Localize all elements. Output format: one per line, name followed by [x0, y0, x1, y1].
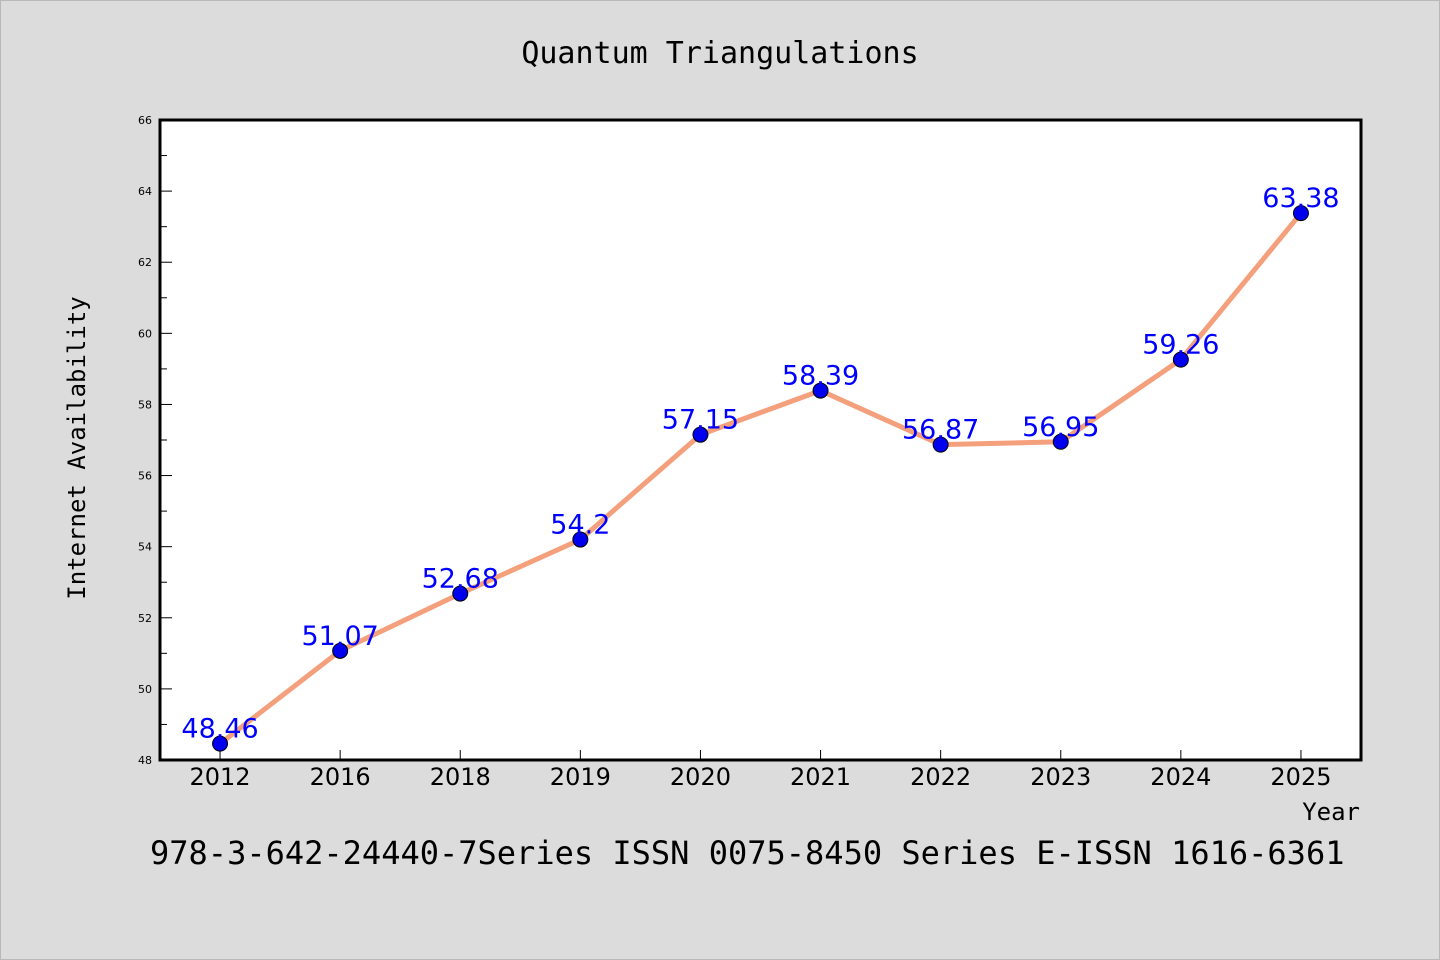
data-label: 58.39	[782, 361, 859, 392]
data-point	[1292, 205, 1309, 222]
data-point	[332, 642, 349, 659]
y-tick-label: 56	[138, 470, 152, 483]
data-point	[812, 382, 829, 399]
data-label: 51.07	[302, 621, 379, 652]
data-point	[932, 436, 949, 453]
y-tick-label: 52	[138, 612, 152, 625]
chart-title: Quantum Triangulations	[521, 36, 918, 71]
data-label: 48.46	[181, 714, 258, 745]
data-label: 52.68	[422, 564, 499, 595]
data-point	[1172, 351, 1189, 368]
x-tick-label: 2021	[790, 763, 851, 791]
y-tick-label: 60	[138, 327, 152, 340]
data-point	[212, 735, 229, 752]
x-tick-label: 2023	[1030, 763, 1091, 791]
y-tick-label: 66	[138, 114, 152, 127]
y-tick-label: 58	[138, 398, 152, 411]
y-axis: 48 50 52 54 56 58 60 62 64 66	[138, 114, 172, 767]
data-label: 57.15	[662, 405, 739, 436]
data-label: 56.87	[902, 415, 979, 446]
data-point	[1052, 433, 1069, 450]
x-tick-label: 2020	[670, 763, 731, 791]
data-point	[572, 531, 589, 548]
x-tick-label: 2016	[310, 763, 371, 791]
data-label: 56.95	[1022, 412, 1099, 443]
plot-area	[158, 118, 1363, 762]
x-tick-label: 2018	[430, 763, 491, 791]
x-tick-label: 2025	[1270, 763, 1331, 791]
x-tick-label: 2022	[910, 763, 971, 791]
y-axis-title: Internet Availability	[63, 296, 91, 599]
data-point	[452, 585, 469, 602]
y-tick-label: 48	[138, 754, 152, 767]
y-tick-label: 64	[138, 185, 152, 198]
series-line	[217, 210, 1304, 747]
data-label: 59.26	[1142, 330, 1219, 361]
series-line-group: 48.46 51.07 52.68 54.2 57.15 58.39 56.87 56.95 5…	[181, 183, 1340, 752]
x-axis-title: Year	[1302, 798, 1360, 826]
x-tick-label: 2024	[1150, 763, 1211, 791]
footer-isbn-text: 978-3-642-24440-7Series ISSN 0075-8450 S…	[150, 834, 1344, 872]
data-label: 54.2	[550, 510, 610, 541]
y-tick-label: 54	[138, 541, 152, 554]
y-tick-label: 62	[138, 256, 152, 269]
x-axis: 2012 2016 2018 2019 2020 2021 2022 2023 2024 2025	[190, 750, 1331, 791]
x-tick-label: 2019	[550, 763, 611, 791]
x-tick-label: 2012	[190, 763, 251, 791]
data-point	[692, 426, 709, 443]
data-label: 63.38	[1262, 183, 1339, 214]
y-tick-label: 50	[138, 683, 152, 696]
